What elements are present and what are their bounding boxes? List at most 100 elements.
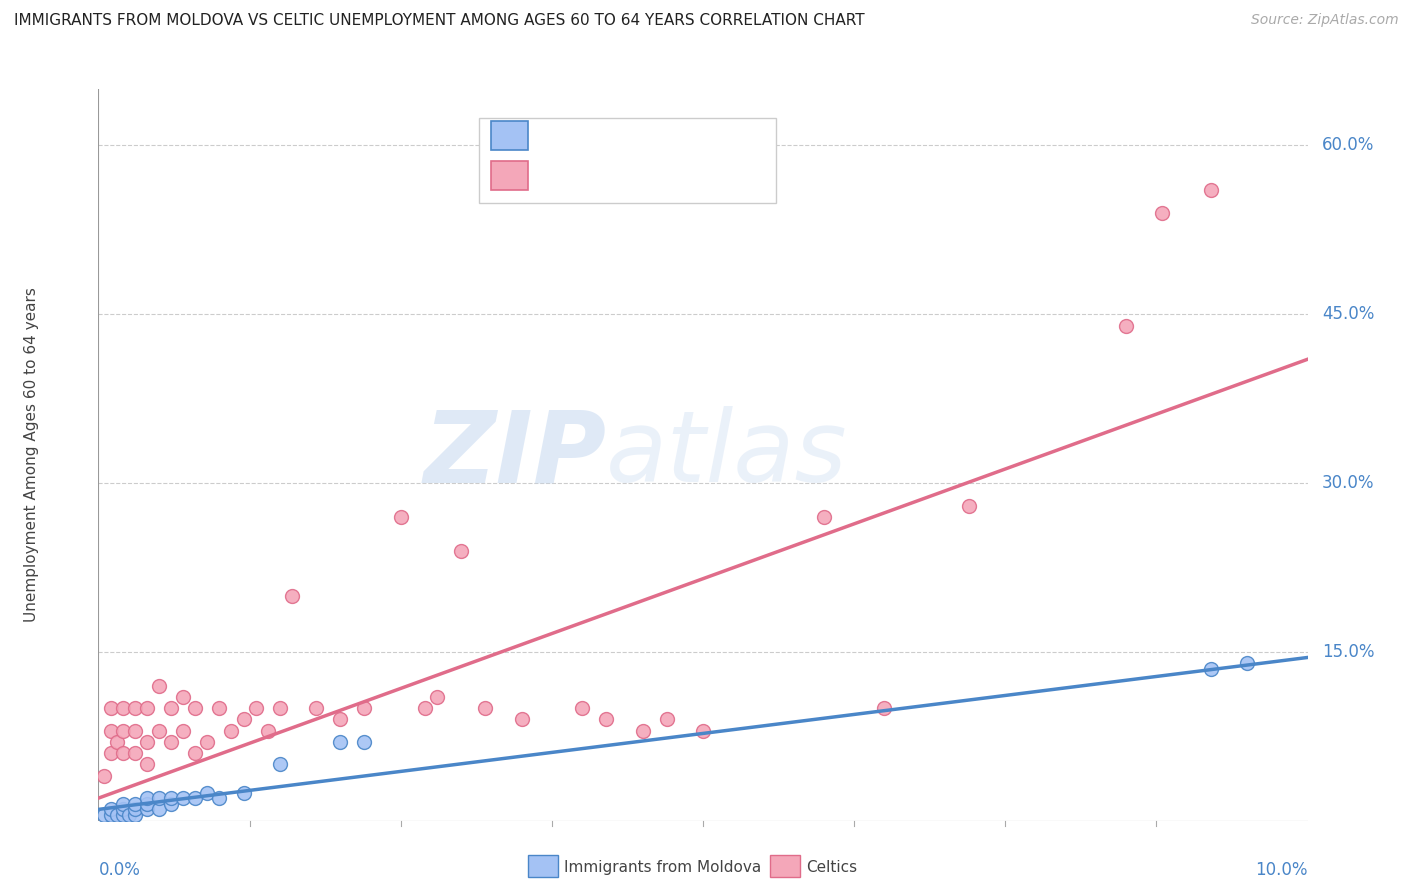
Point — [957, 499, 980, 513]
Point — [124, 797, 146, 811]
Point — [124, 746, 146, 760]
Point — [329, 735, 352, 749]
Point — [873, 701, 896, 715]
Point — [160, 735, 183, 749]
Text: 60.0%: 60.0% — [1322, 136, 1375, 154]
Point — [100, 723, 122, 738]
Point — [135, 757, 157, 772]
FancyBboxPatch shape — [492, 121, 527, 151]
Point — [208, 791, 231, 805]
FancyBboxPatch shape — [479, 119, 776, 202]
Text: N = 42: N = 42 — [645, 166, 713, 185]
Text: R = 0.727: R = 0.727 — [543, 127, 640, 145]
Point — [160, 791, 183, 805]
Point — [124, 701, 146, 715]
Point — [184, 701, 207, 715]
Point — [93, 808, 115, 822]
Point — [221, 723, 243, 738]
Point — [124, 808, 146, 822]
Text: 45.0%: 45.0% — [1322, 305, 1375, 323]
Point — [135, 791, 157, 805]
Point — [571, 701, 593, 715]
Point — [184, 791, 207, 805]
Point — [111, 797, 134, 811]
Point — [148, 802, 170, 816]
Text: N = 25: N = 25 — [645, 127, 713, 145]
Point — [692, 723, 714, 738]
Point — [1199, 184, 1222, 198]
Point — [111, 802, 134, 816]
Point — [105, 808, 128, 822]
FancyBboxPatch shape — [527, 855, 558, 877]
Point — [413, 701, 436, 715]
Point — [118, 808, 141, 822]
Text: Unemployment Among Ages 60 to 64 years: Unemployment Among Ages 60 to 64 years — [24, 287, 39, 623]
Point — [172, 723, 194, 738]
Point — [100, 746, 122, 760]
Point — [111, 701, 134, 715]
Point — [111, 808, 134, 822]
Point — [269, 701, 291, 715]
Point — [245, 701, 267, 715]
Point — [269, 757, 291, 772]
Point — [281, 589, 304, 603]
Point — [1152, 206, 1174, 220]
Text: R = 0.515: R = 0.515 — [543, 166, 640, 185]
Point — [256, 723, 278, 738]
Point — [1199, 662, 1222, 676]
Point — [172, 791, 194, 805]
Point — [111, 723, 134, 738]
Point — [135, 735, 157, 749]
Point — [160, 797, 183, 811]
Point — [124, 802, 146, 816]
Point — [111, 746, 134, 760]
Point — [184, 746, 207, 760]
Text: Immigrants from Moldova: Immigrants from Moldova — [564, 860, 761, 875]
FancyBboxPatch shape — [769, 855, 800, 877]
Point — [100, 701, 122, 715]
Point — [232, 785, 254, 799]
Text: atlas: atlas — [606, 407, 848, 503]
Point — [595, 712, 617, 726]
Point — [100, 808, 122, 822]
Text: 15.0%: 15.0% — [1322, 643, 1375, 661]
Point — [135, 797, 157, 811]
Text: ZIP: ZIP — [423, 407, 606, 503]
Point — [208, 701, 231, 715]
Text: Celtics: Celtics — [806, 860, 856, 875]
Text: 10.0%: 10.0% — [1256, 861, 1308, 879]
Point — [353, 701, 375, 715]
Point — [232, 712, 254, 726]
Text: 0.0%: 0.0% — [98, 861, 141, 879]
Text: Source: ZipAtlas.com: Source: ZipAtlas.com — [1251, 13, 1399, 28]
Point — [1236, 656, 1258, 670]
Point — [450, 543, 472, 558]
Point — [353, 735, 375, 749]
Point — [195, 785, 218, 799]
Point — [1115, 318, 1137, 333]
Point — [631, 723, 654, 738]
Point — [329, 712, 352, 726]
Point — [135, 701, 157, 715]
Point — [135, 802, 157, 816]
Point — [148, 679, 170, 693]
Point — [474, 701, 496, 715]
Point — [389, 509, 412, 524]
Point — [426, 690, 449, 704]
Point — [100, 802, 122, 816]
Point — [160, 701, 183, 715]
FancyBboxPatch shape — [492, 161, 527, 190]
Text: 30.0%: 30.0% — [1322, 474, 1375, 492]
Point — [124, 723, 146, 738]
Point — [813, 509, 835, 524]
Point — [195, 735, 218, 749]
Point — [655, 712, 678, 726]
Point — [510, 712, 533, 726]
Text: IMMIGRANTS FROM MOLDOVA VS CELTIC UNEMPLOYMENT AMONG AGES 60 TO 64 YEARS CORRELA: IMMIGRANTS FROM MOLDOVA VS CELTIC UNEMPL… — [14, 13, 865, 29]
Point — [172, 690, 194, 704]
Point — [105, 735, 128, 749]
Point — [148, 791, 170, 805]
Point — [148, 723, 170, 738]
Point — [305, 701, 328, 715]
Point — [93, 769, 115, 783]
